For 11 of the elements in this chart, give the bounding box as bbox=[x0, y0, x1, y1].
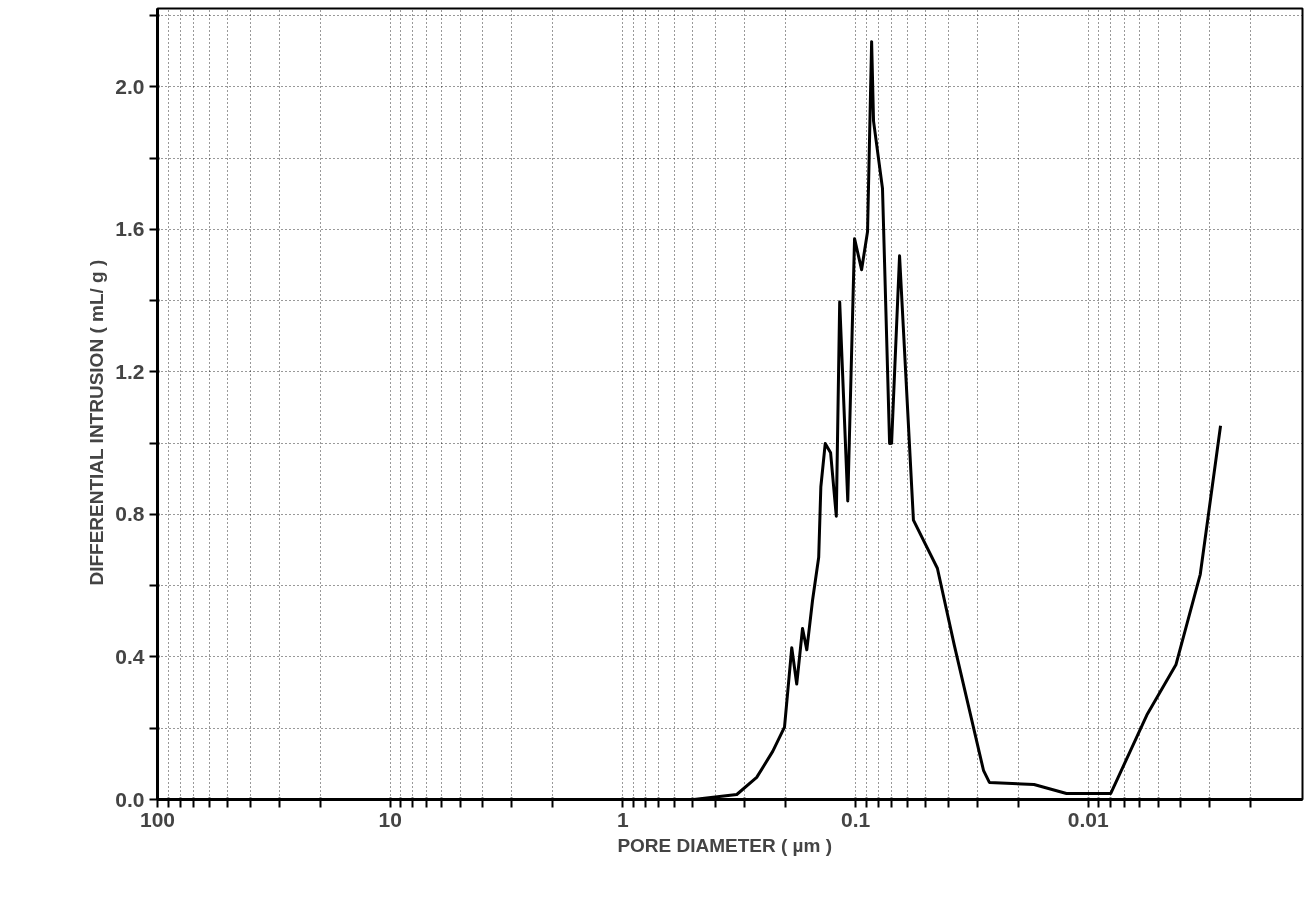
y-tick-label: 1.2 bbox=[115, 359, 145, 383]
x-axis-title: PORE DIAMETER ( µm ) bbox=[617, 834, 833, 856]
y-tick-label: 1.6 bbox=[115, 217, 145, 241]
y-axis-title: DIFFERENTIAL INTRUSION ( mL/ g ) bbox=[86, 259, 108, 586]
x-tick-label: 10 bbox=[378, 807, 402, 831]
x-tick-label: 0.01 bbox=[1067, 807, 1109, 831]
y-tick-label: 0.4 bbox=[115, 644, 145, 668]
y-tick-label: 2.0 bbox=[115, 74, 145, 98]
y-tick-label: 0.8 bbox=[115, 502, 145, 526]
x-tick-label: 1 bbox=[617, 807, 630, 831]
x-tick-label: 0.1 bbox=[840, 807, 871, 831]
